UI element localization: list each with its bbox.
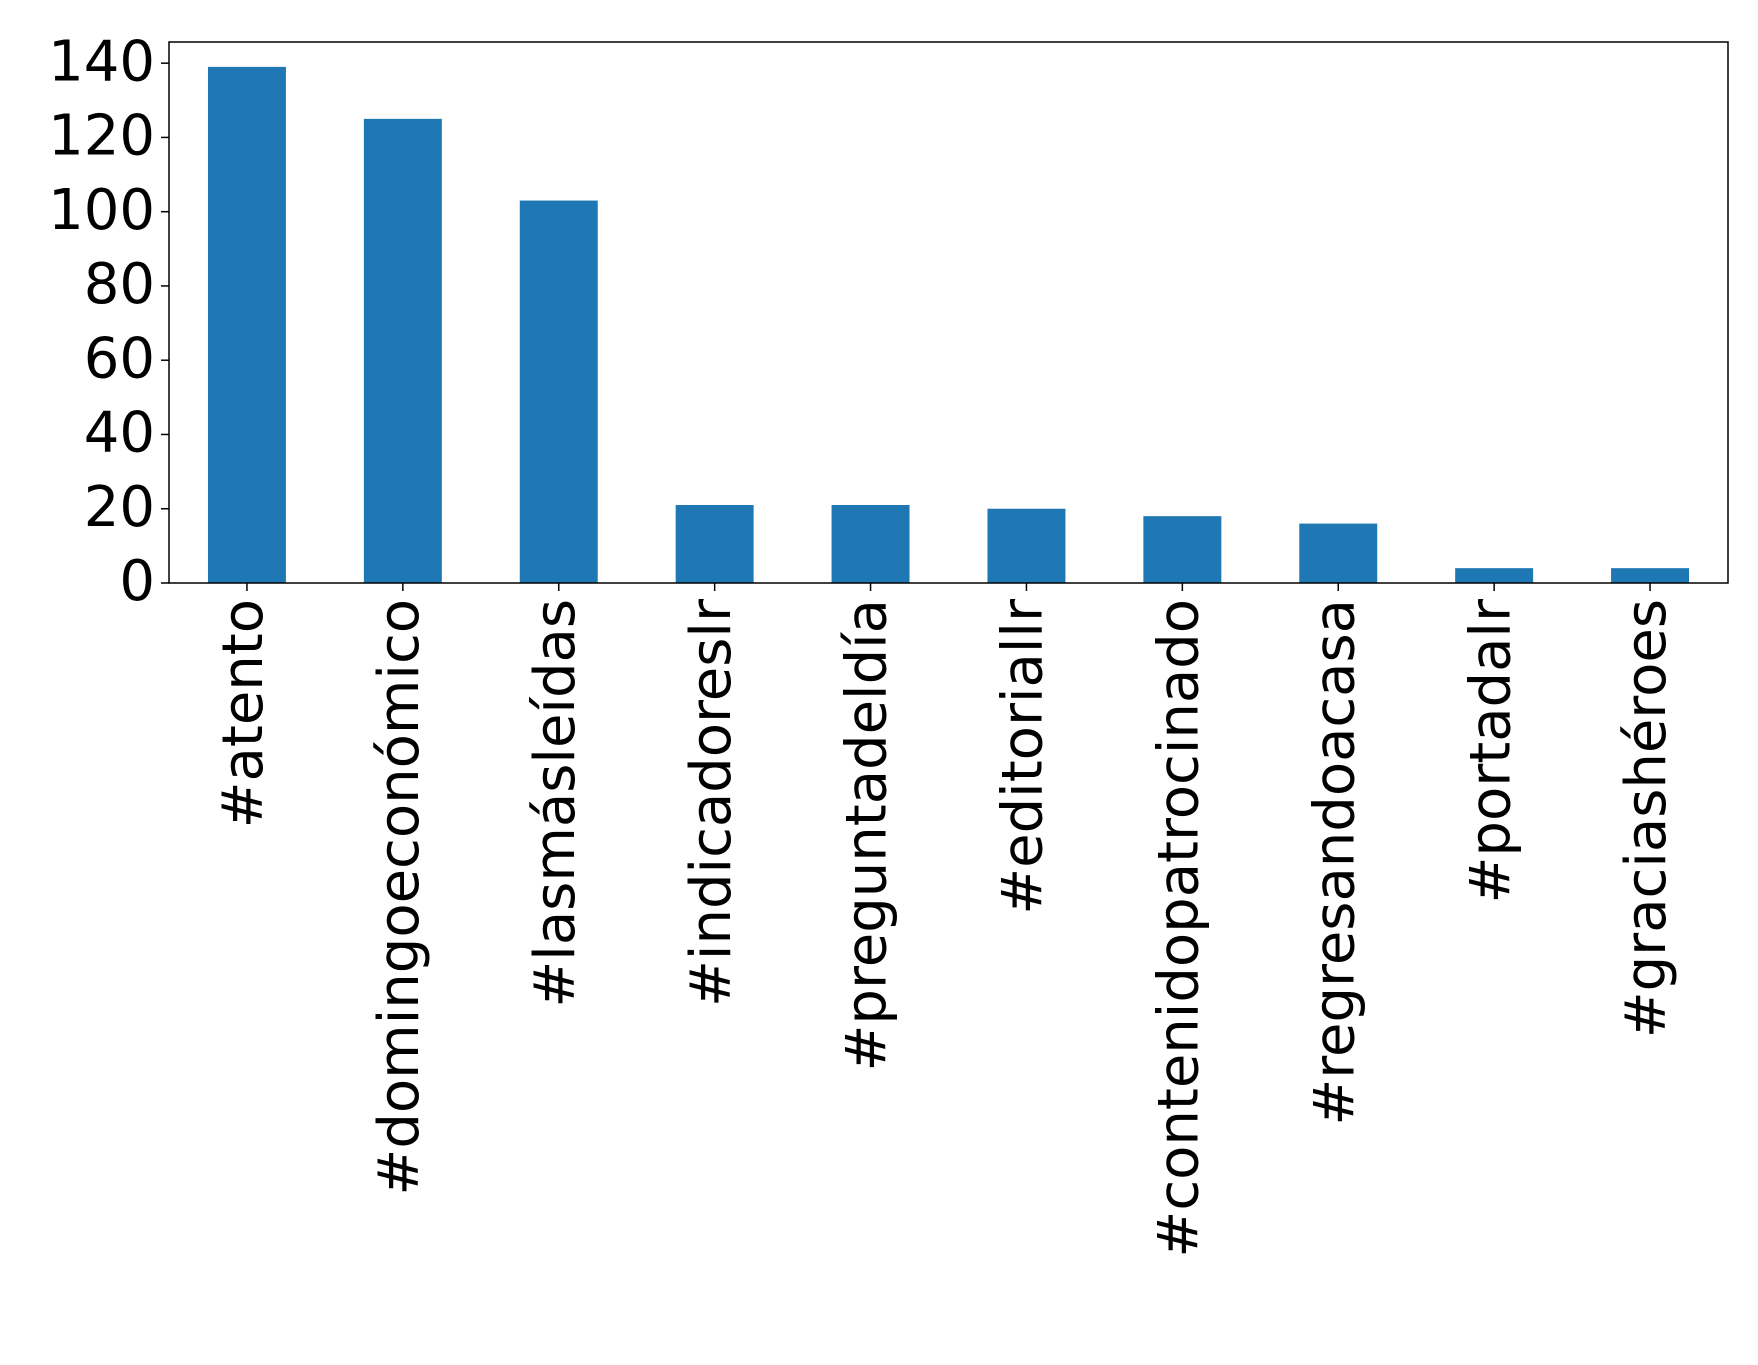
- x-tick-label: #lasmásleídas: [523, 599, 588, 1008]
- y-tick-label: 20: [84, 475, 155, 540]
- y-tick-label: 140: [48, 29, 155, 94]
- y-tick-label: 0: [119, 549, 155, 614]
- y-tick-label: 100: [48, 178, 155, 243]
- y-tick-label: 60: [84, 326, 155, 391]
- x-tick-label: #portadalr: [1458, 598, 1523, 903]
- bar: [1299, 523, 1378, 583]
- x-tick-label: #graciashéroes: [1614, 599, 1679, 1038]
- x-tick-label: #indicadoreslr: [679, 598, 744, 1007]
- bar: [1143, 516, 1222, 583]
- x-tick-label: #regresandoacasa: [1302, 599, 1367, 1126]
- bar: [519, 200, 598, 584]
- y-tick-label: 80: [84, 252, 155, 317]
- x-tick-label: #contenidopatrocinado: [1146, 599, 1211, 1258]
- x-tick-label: #editoriallr: [991, 598, 1056, 915]
- y-tick-label: 120: [48, 104, 155, 169]
- bar: [831, 505, 910, 583]
- bar: [1455, 568, 1534, 583]
- bar: [987, 508, 1066, 583]
- bar: [207, 66, 286, 584]
- x-tick-label: #domingoeconómico: [367, 599, 432, 1196]
- bar: [675, 505, 754, 583]
- y-tick-label: 40: [84, 401, 155, 466]
- plot-frame: [168, 41, 1729, 584]
- bar: [1611, 568, 1690, 583]
- bar: [363, 118, 442, 583]
- x-tick-label: #atento: [211, 599, 276, 828]
- x-tick-label: #preguntadeldía: [835, 599, 900, 1072]
